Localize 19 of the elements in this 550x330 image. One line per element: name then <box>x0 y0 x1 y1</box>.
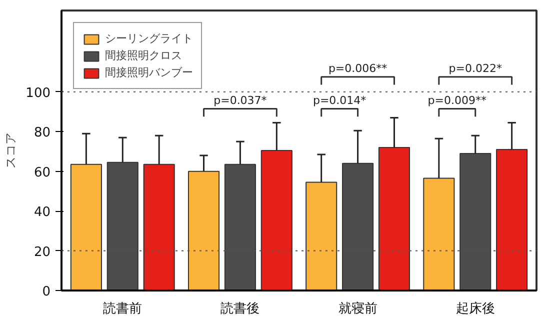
annotation: p=0.014* <box>312 94 367 107</box>
y-tick-label: 0 <box>42 284 51 300</box>
legend-label: シーリングライト <box>105 31 193 46</box>
x-tick-label: 読書前 <box>103 302 142 316</box>
annotation: p=0.037* <box>214 94 268 107</box>
y-tick-label: 100 <box>26 86 51 101</box>
legend-label: 間接照明バンブー <box>105 65 193 80</box>
y-tick-label: 40 <box>34 205 51 220</box>
y-tick-label: 60 <box>34 165 51 180</box>
annotation: p=0.009** <box>428 94 487 107</box>
x-tick-label: 起床後 <box>456 302 495 316</box>
annotation: p=0.022* <box>448 62 502 75</box>
annotation: p=0.006** <box>328 62 388 75</box>
x-tick-label: 就寝前 <box>338 302 378 316</box>
x-tick-label: 読書後 <box>220 302 260 316</box>
y-tick-label: 80 <box>34 126 51 141</box>
y-tick-label: 20 <box>34 244 51 260</box>
legend-label: 間接照明クロス <box>105 48 182 63</box>
y-axis-title: スコア <box>4 132 18 168</box>
